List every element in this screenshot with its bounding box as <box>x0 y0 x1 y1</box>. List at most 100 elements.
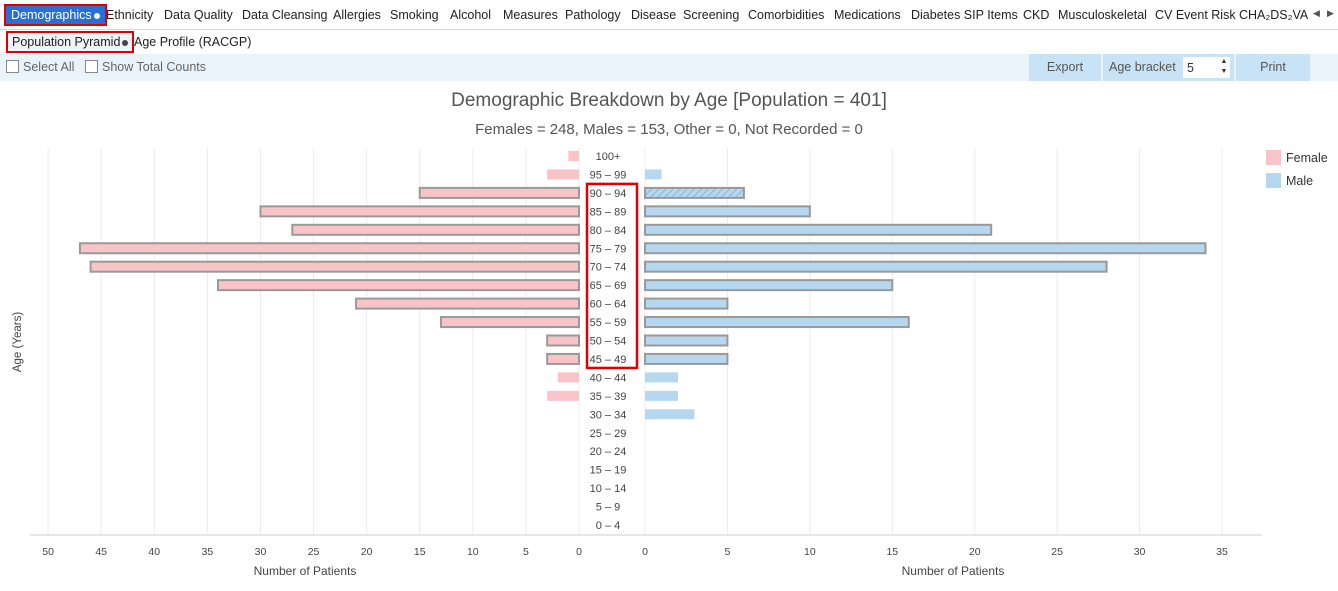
tab-smoking[interactable]: Smoking <box>390 4 439 26</box>
tab-musculoskeletal[interactable]: Musculoskeletal <box>1058 4 1147 26</box>
x-tick-label-left: 35 <box>202 546 214 558</box>
tab-label: Diabetes SIP Items <box>911 8 1018 22</box>
tab-label: Musculoskeletal <box>1058 8 1147 22</box>
bar-female <box>216 279 580 292</box>
active-dot-icon <box>93 12 100 19</box>
x-tick-label-left: 0 <box>576 546 582 558</box>
export-button[interactable]: Export <box>1029 54 1101 81</box>
tab-cha-ds-va[interactable]: CHA₂DS₂VA <box>1239 4 1308 26</box>
bar-male <box>645 390 678 401</box>
bar-female <box>89 260 581 273</box>
print-button[interactable]: Print <box>1236 54 1310 81</box>
x-tick-label-left: 50 <box>42 546 54 558</box>
age-category-label: 50 – 54 <box>590 336 627 348</box>
x-tick-label-right: 5 <box>725 546 731 558</box>
age-category-label: 85 – 89 <box>590 206 627 218</box>
subtab-population-pyramid[interactable]: Population Pyramid <box>6 31 135 53</box>
tab-label: Measures <box>503 8 558 22</box>
age-category-label: 55 – 59 <box>590 317 627 329</box>
tab-disease[interactable]: Disease <box>631 4 676 26</box>
bar-female <box>259 205 580 218</box>
checkbox-icon[interactable] <box>85 60 98 73</box>
tab-data-quality[interactable]: Data Quality <box>164 4 233 26</box>
select-all-label: Select All <box>23 60 75 74</box>
x-tick-label-right: 25 <box>1051 546 1063 558</box>
x-tick-label-right: 0 <box>642 546 648 558</box>
bar-male <box>644 186 745 199</box>
age-bracket-spinner[interactable]: ▲ ▼ <box>1218 57 1230 78</box>
bar-male <box>644 260 1108 273</box>
checkbox-icon[interactable] <box>6 60 19 73</box>
tab-label: Data Quality <box>164 8 233 22</box>
highlight-box <box>585 182 639 370</box>
spin-up-icon[interactable]: ▲ <box>1220 58 1228 65</box>
age-category-label: 5 – 9 <box>596 502 620 514</box>
tab-comorbidities[interactable]: Comorbidities <box>748 4 824 26</box>
main-tab-bar: ◀ ▶ Demographics Ethnicity Data Quality Dat… <box>0 0 1338 30</box>
bar-male <box>644 316 910 329</box>
tab-cv-event-risk[interactable]: CV Event Risk <box>1155 4 1236 26</box>
age-category-label: 40 – 44 <box>590 372 627 384</box>
triangle-left-icon[interactable]: ◀ <box>1313 8 1320 18</box>
tab-demographics[interactable]: Demographics <box>4 4 107 26</box>
bar-male <box>645 169 662 180</box>
x-tick-label-left: 15 <box>414 546 426 558</box>
x-tick-label-right: 20 <box>969 546 981 558</box>
bar-female <box>418 186 581 199</box>
tab-label: Alcohol <box>450 8 491 22</box>
show-total-counts-checkbox[interactable]: Show Total Counts <box>85 60 206 76</box>
chart-title: Demographic Breakdown by Age [Population… <box>451 90 887 111</box>
chart-subtitle: Females = 248, Males = 153, Other = 0, N… <box>475 121 863 138</box>
subtab-label: Age Profile (RACGP) <box>134 35 252 49</box>
tab-measures[interactable]: Measures <box>503 4 558 26</box>
x-tick-label-right: 35 <box>1216 546 1228 558</box>
age-bracket-input[interactable] <box>1183 57 1229 78</box>
tab-data-cleansing[interactable]: Data Cleansing <box>242 4 327 26</box>
subtab-age-profile-racgp[interactable]: Age Profile (RACGP) <box>134 31 251 53</box>
tab-alcohol[interactable]: Alcohol <box>450 4 491 26</box>
legend-label-male: Male <box>1286 174 1314 188</box>
tab-ethnicity[interactable]: Ethnicity <box>106 4 153 26</box>
legend-label-female: Female <box>1286 151 1328 165</box>
x-tick-label-left: 40 <box>148 546 160 558</box>
tab-label: Ethnicity <box>106 8 154 22</box>
tab-allergies[interactable]: Allergies <box>333 4 381 26</box>
population-pyramid-chart: 100+ 95 – 99 90 – 94 85 – 89 80 – 84 75 – 79 7… <box>12 148 1262 578</box>
x-tick-label-left: 25 <box>308 546 320 558</box>
age-category-label: 15 – 19 <box>590 465 627 477</box>
age-category-label: 70 – 74 <box>590 262 627 274</box>
bar-male <box>645 372 678 383</box>
age-category-label: 65 – 69 <box>590 280 627 292</box>
triangle-right-icon[interactable]: ▶ <box>1327 8 1334 18</box>
select-all-checkbox[interactable]: Select All <box>6 60 74 76</box>
x-tick-label-left: 30 <box>255 546 267 558</box>
legend-item-male[interactable]: Male <box>1266 173 1328 196</box>
age-category-label: 100+ <box>596 151 621 163</box>
tab-pathology[interactable]: Pathology <box>565 4 621 26</box>
tab-ckd[interactable]: CKD <box>1023 4 1049 26</box>
tab-label: CKD <box>1023 8 1050 22</box>
tab-medications[interactable]: Medications <box>834 4 901 26</box>
legend-item-female[interactable]: Female <box>1266 150 1328 173</box>
tab-diabetes-sip-items[interactable]: Diabetes SIP Items <box>911 4 1018 26</box>
x-axis-title-right: Number of Patients <box>902 564 1005 578</box>
tab-label: CHA₂DS₂VA <box>1239 8 1309 22</box>
bar-male <box>645 409 695 420</box>
bar-female <box>439 316 580 329</box>
bar-male <box>644 279 894 292</box>
spin-down-icon[interactable]: ▼ <box>1220 68 1228 75</box>
bar-female <box>547 390 579 401</box>
legend-swatch-female <box>1266 150 1281 165</box>
x-tick-label-right: 10 <box>804 546 816 558</box>
tab-label: Demographics <box>11 8 92 22</box>
age-category-label: 10 – 14 <box>590 483 627 495</box>
active-dot-icon <box>122 39 129 46</box>
sub-tab-bar: Population Pyramid Age Profile (RACGP) <box>0 30 1338 54</box>
tab-label: Screening <box>683 8 740 22</box>
tab-label: Smoking <box>390 8 439 22</box>
x-tick-label-left: 20 <box>361 546 373 558</box>
tab-screening[interactable]: Screening <box>683 4 739 26</box>
age-category-label: 95 – 99 <box>590 169 627 181</box>
age-category-label: 80 – 84 <box>590 225 627 237</box>
x-tick-label-left: 10 <box>467 546 479 558</box>
